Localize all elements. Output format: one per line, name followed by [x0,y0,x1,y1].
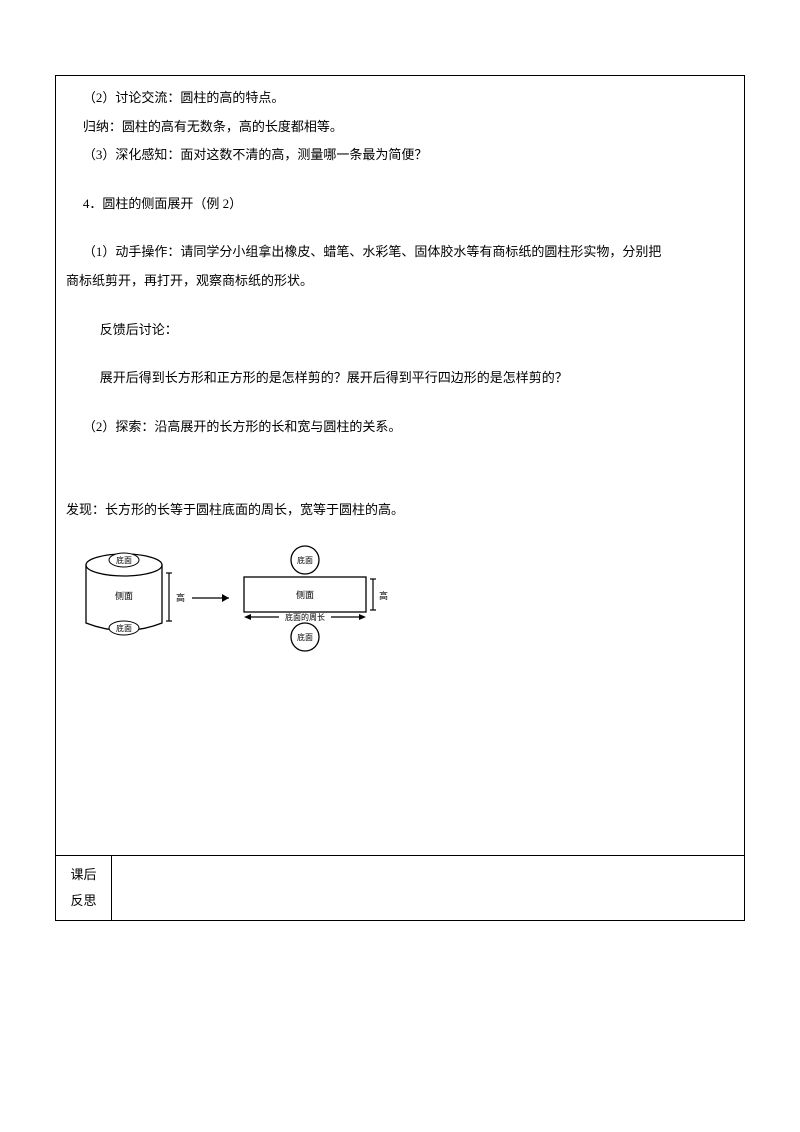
line-section4: 4．圆柱的侧面展开（例 2） [66,190,734,219]
line-summary: 归纳：圆柱的高有无数条，高的长度都相等。 [66,113,734,142]
reflect-label-cell: 课后 反思 [56,856,112,921]
unf-height-label: 高 [379,590,388,601]
reflect-label-2: 反思 [64,888,103,914]
line-deepen: （3）深化感知：面对这数不清的高，测量哪一条最为简便？ [66,141,734,170]
reflect-label-1: 课后 [64,862,103,888]
unf-top-label: 底面 [297,555,313,565]
cyl-bottom-label: 底面 [116,623,132,633]
line-question: 展开后得到长方形和正方形的是怎样剪的？展开后得到平行四边形的是怎样剪的？ [66,364,734,393]
unf-bottom-label: 底面 [297,632,313,642]
line-explore: （2）探索：沿高展开的长方形的长和宽与圆柱的关系。 [66,413,734,442]
cylinder-diagram: 底面 底面 侧面 高 [66,525,734,658]
unf-side-label: 侧面 [296,589,314,600]
line-finding: 发现：长方形的长等于圆柱底面的周长，宽等于圆柱的高。 [66,496,734,525]
line-feedback: 反馈后讨论： [66,316,734,345]
cyl-height-label: 高 [176,592,185,603]
line-activity1b: 商标纸剪开，再打开，观察商标纸的形状。 [66,267,734,296]
line-discuss: （2）讨论交流：圆柱的高的特点。 [66,84,734,113]
reflect-content-cell [112,856,745,921]
line-activity1: （1）动手操作：请同学分小组拿出橡皮、蜡笔、水彩笔、固体胶水等有商标纸的圆柱形实… [66,238,734,267]
cyl-side-label: 侧面 [115,590,133,601]
lesson-table: （2）讨论交流：圆柱的高的特点。 归纳：圆柱的高有无数条，高的长度都相等。 （3… [55,75,745,921]
cyl-top-label: 底面 [116,555,132,565]
lesson-content-cell: （2）讨论交流：圆柱的高的特点。 归纳：圆柱的高有无数条，高的长度都相等。 （3… [56,76,745,856]
unf-perim-label: 底面的周长 [285,612,325,622]
